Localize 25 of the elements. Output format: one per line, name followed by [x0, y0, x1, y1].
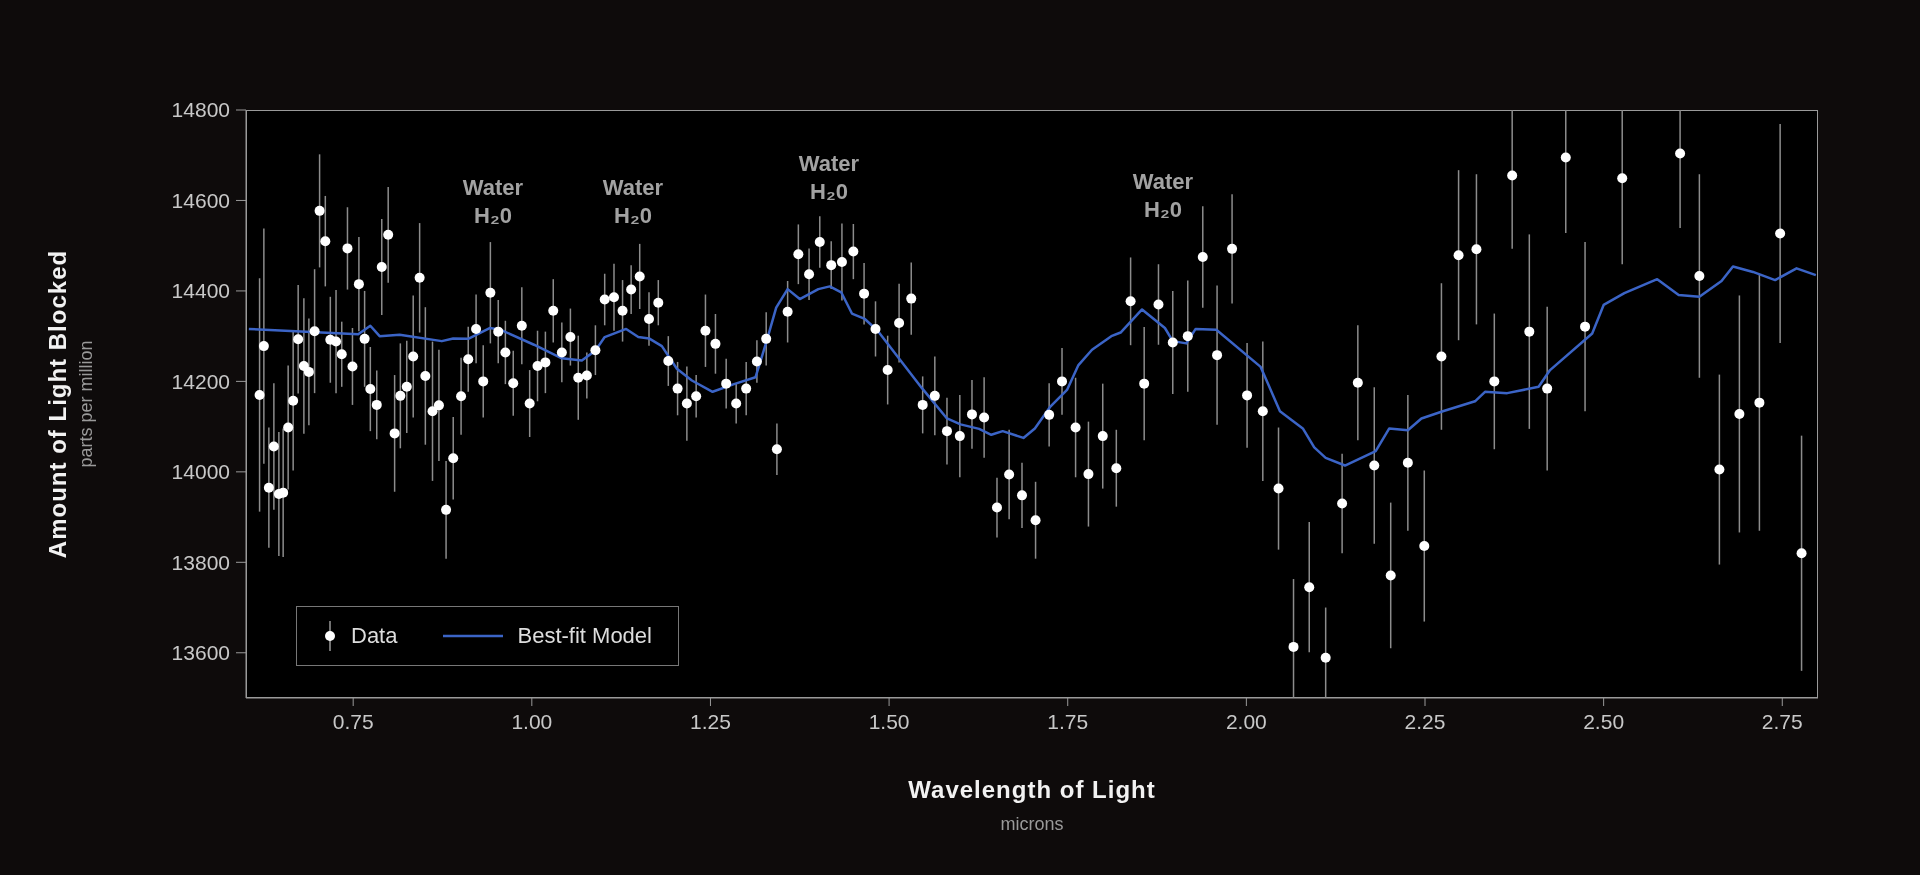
- legend-label: Data: [351, 623, 398, 649]
- y-tick-label: 14800: [171, 98, 230, 122]
- y-axis-title: Amount of Light Blocked parts per million: [43, 249, 97, 559]
- x-tick-label: 2.75: [1761, 709, 1803, 733]
- x-tick-label: 2.25: [1404, 709, 1446, 733]
- x-tick-label: 2.00: [1225, 709, 1267, 733]
- y-tick-label: 13800: [171, 550, 230, 574]
- x-tick-label: 1.75: [1047, 709, 1089, 733]
- legend-label: Best-fit Model: [517, 623, 652, 649]
- annotation: Water H₂0: [462, 174, 524, 230]
- x-tick-label: 2.50: [1583, 709, 1625, 733]
- annotation: Water H₂0: [1132, 168, 1194, 224]
- x-tick-label: 1.00: [511, 709, 553, 733]
- annotation: Water H₂0: [798, 150, 860, 206]
- x-tick-label: 1.25: [690, 709, 731, 733]
- x-tick-label: 0.75: [332, 709, 374, 733]
- line-series: [247, 265, 1818, 467]
- y-tick-label: 14400: [171, 279, 230, 303]
- x-tick-label: 1.50: [868, 709, 910, 733]
- y-tick-label: 14200: [171, 369, 230, 393]
- annotation: Water H₂0: [602, 174, 664, 230]
- y-tick-label: 14000: [171, 460, 230, 484]
- y-tick-label: 14600: [171, 188, 230, 212]
- y-tick-label: 13600: [171, 641, 230, 665]
- x-axis-title: Wavelength of Light microns: [908, 776, 1156, 835]
